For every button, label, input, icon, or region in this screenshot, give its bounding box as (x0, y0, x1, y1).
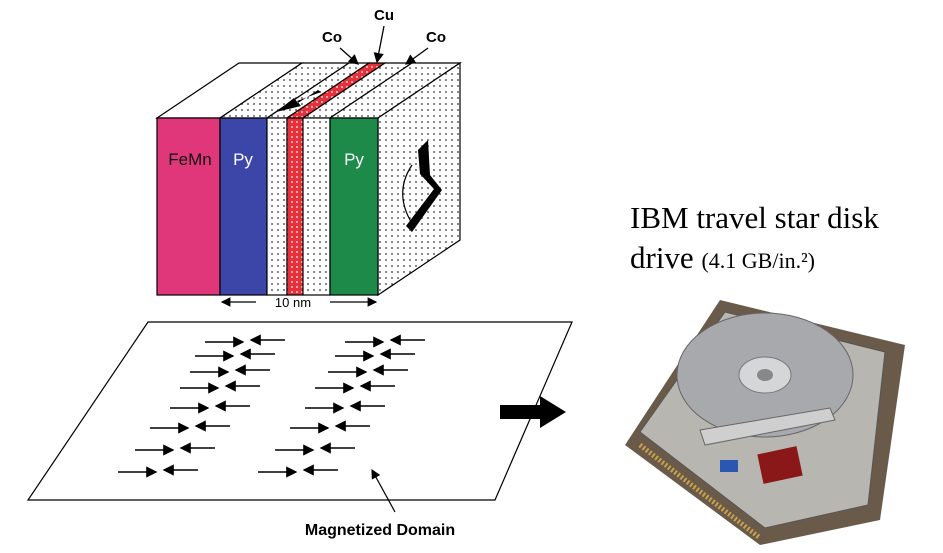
pointer (340, 48, 358, 64)
hub (757, 369, 773, 381)
component (720, 460, 738, 472)
co-label: Co (426, 29, 446, 46)
layer-stack (157, 63, 460, 295)
co-layer (303, 118, 330, 295)
plane-label: Magnetized Domain (305, 522, 455, 539)
caption-word: drive (630, 240, 694, 275)
femn-layer (157, 118, 220, 295)
cu-layer (287, 118, 303, 295)
pointer (406, 48, 428, 64)
media-plane (28, 322, 572, 500)
caption-spec: (4.1 GB/in.²) (701, 248, 815, 273)
cu-label: Cu (374, 7, 394, 24)
layer-label: Py (344, 150, 364, 169)
co-layer (267, 118, 287, 295)
disk-drive (625, 300, 905, 545)
layer-label: Py (233, 150, 253, 169)
dimension-label: 10 nm (275, 295, 311, 310)
figure: FeMn Py Py Co Cu Co 10 nm Magnetized Dom… (0, 0, 943, 548)
page: FeMn Py Py Co Cu Co 10 nm Magnetized Dom… (0, 0, 943, 553)
py-layer (220, 118, 267, 295)
pointer (377, 26, 384, 62)
caption: drive (4.1 GB/in.²) (630, 240, 815, 275)
layer-label: FeMn (168, 150, 211, 169)
caption: IBM travel star disk (630, 200, 879, 235)
co-label: Co (322, 29, 342, 46)
py-layer (330, 118, 378, 295)
